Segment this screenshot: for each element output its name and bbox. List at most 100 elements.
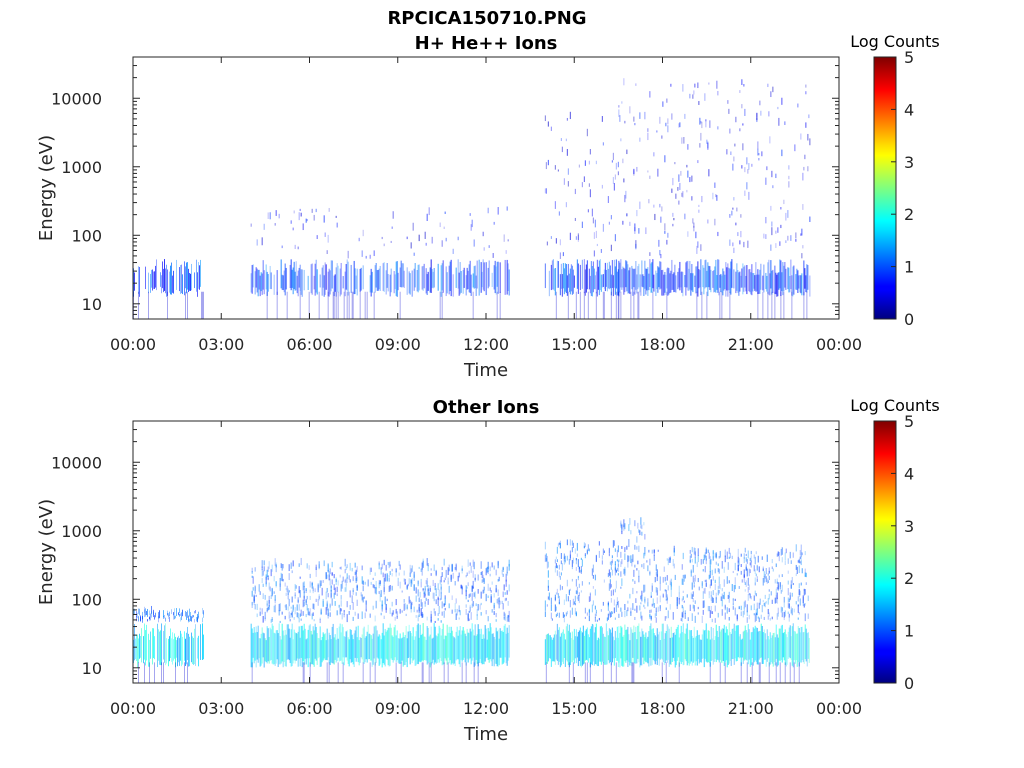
spectrogram-cell <box>775 563 777 568</box>
spectrogram-cell <box>448 585 450 593</box>
spectrogram-cell <box>609 612 611 618</box>
spectrogram-cell <box>430 610 432 618</box>
spectrogram-cell <box>506 590 508 595</box>
spectrogram-cell <box>649 614 651 618</box>
spectrogram-cell <box>595 612 597 617</box>
spectrogram-cell <box>182 609 183 617</box>
spectrogram-cell <box>385 631 387 659</box>
spectrogram-cell <box>567 291 569 319</box>
spectrogram-cell <box>546 604 548 607</box>
spectrogram-cell <box>599 259 601 291</box>
spectrogram-cell <box>698 586 700 591</box>
spectrogram-cell <box>672 177 674 186</box>
spectrogram-cell <box>606 262 608 292</box>
spectrogram-cell <box>374 572 376 576</box>
spectrogram-cell <box>561 631 563 662</box>
spectrogram-cell <box>361 595 363 602</box>
spectrogram-cell <box>797 605 799 613</box>
spectrogram-cell <box>634 580 636 584</box>
spectrogram-cell <box>734 577 736 584</box>
spectrogram-cell <box>802 204 804 210</box>
spectrogram-cell <box>550 637 552 667</box>
spectrogram-cell <box>414 263 416 288</box>
spectrogram-cell <box>698 269 700 289</box>
spectrogram-cell <box>610 560 612 567</box>
spectrogram-cell <box>154 662 155 683</box>
spectrogram-cell <box>386 598 388 602</box>
spectrogram-cell <box>489 573 491 577</box>
spectrogram-cell <box>383 635 385 665</box>
spectrogram-cell <box>797 626 799 663</box>
spectrogram-cell <box>783 596 785 603</box>
spectrogram-cell <box>185 610 186 617</box>
spectrogram-cell <box>731 259 733 288</box>
spectrogram-cell <box>723 591 725 600</box>
spectrogram-cell <box>255 267 257 288</box>
spectrogram-cell <box>746 559 748 564</box>
spectrogram-cell <box>554 594 556 601</box>
spectrogram-cell <box>760 614 762 619</box>
spectrogram-cell <box>718 626 720 663</box>
spectrogram-cell <box>691 196 693 201</box>
spectrogram-cell <box>354 268 356 295</box>
spectrogram-cell <box>749 268 751 293</box>
spectrogram-cell <box>413 268 415 291</box>
spectrogram-cell <box>749 557 751 562</box>
spectrogram-cell <box>615 662 617 683</box>
spectrogram-cell <box>717 589 719 596</box>
spectrogram-cell <box>729 631 731 661</box>
spectrogram-cell <box>675 275 677 293</box>
spectrogram-cell <box>418 597 420 603</box>
spectrogram-cell <box>350 629 352 663</box>
spectrogram-cell <box>758 158 760 161</box>
spectrogram-cell <box>158 629 159 661</box>
spectrogram-cell <box>282 275 284 291</box>
spectrogram-cell <box>742 263 744 295</box>
spectrogram-cell <box>321 587 323 596</box>
spectrogram-cell <box>262 593 264 600</box>
spectrogram-cell <box>550 612 552 619</box>
spectrogram-cell <box>354 611 356 616</box>
spectrogram-cell <box>293 629 295 661</box>
spectrogram-cell <box>798 275 800 289</box>
spectrogram-cell <box>657 634 659 659</box>
spectrogram-cell <box>623 568 625 575</box>
spectrogram-cell <box>203 291 204 319</box>
spectrogram-cell <box>692 604 694 609</box>
spectrogram-cell <box>581 221 583 228</box>
spectrogram-cell <box>700 132 702 141</box>
spectrogram-cell <box>606 617 608 622</box>
spectrogram-cell <box>557 629 559 665</box>
spectrogram-cell <box>678 585 680 594</box>
spectrogram-cell <box>315 566 317 570</box>
spectrogram-cell <box>800 557 802 565</box>
spectrogram-cell <box>297 246 299 250</box>
spectrogram-cell <box>173 639 174 661</box>
spectrogram-cell <box>716 275 718 290</box>
spectrogram-cell <box>373 250 375 257</box>
spectrogram-cell <box>775 272 777 295</box>
spectrogram-cell <box>327 234 329 243</box>
spectrogram-cell <box>702 600 704 609</box>
spectrogram-cell <box>149 662 150 683</box>
spectrogram-cell <box>621 530 623 535</box>
spectrogram-cell <box>544 639 546 665</box>
spectrogram-cell <box>626 261 628 292</box>
x-tick-label: 06:00 <box>286 699 332 718</box>
spectrogram-cell <box>268 605 270 610</box>
spectrogram-cell <box>647 636 649 664</box>
spectrogram-cell <box>575 558 577 561</box>
spectrogram-cell <box>323 275 325 297</box>
spectrogram-cell <box>435 588 437 594</box>
spectrogram-cell <box>650 609 652 613</box>
spectrogram-cell <box>493 604 495 611</box>
y-tick-label: 1000 <box>61 522 102 541</box>
spectrogram-cell <box>507 615 509 618</box>
spectrogram-cell <box>785 268 787 290</box>
spectrogram-cell <box>692 597 694 603</box>
spectrogram-cell <box>655 564 657 571</box>
spectrogram-cell <box>714 568 716 574</box>
spectrogram-cell <box>500 631 502 658</box>
spectrogram-cell <box>751 264 753 296</box>
spectrogram-cell <box>583 259 585 294</box>
